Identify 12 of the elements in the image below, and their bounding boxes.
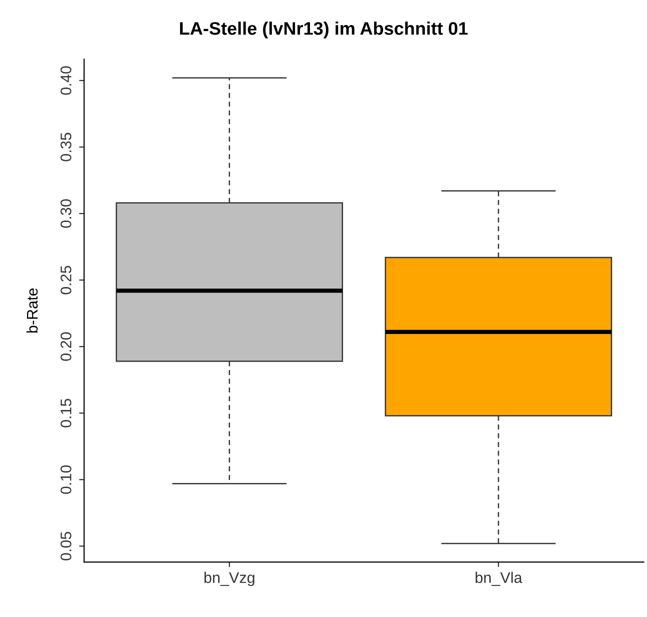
y-tick-label: 0.30 xyxy=(60,199,72,228)
y-tick-label: 0.25 xyxy=(60,266,72,294)
y-axis-title: b-Rate xyxy=(26,288,38,333)
x-tick-label: bn_Vzg xyxy=(204,572,254,586)
chart-title: LA-Stelle (lvNr13) im Abschnitt 01 xyxy=(180,22,468,38)
y-tick-label: 0.05 xyxy=(60,532,72,560)
y-tick-label: 0.40 xyxy=(60,66,72,95)
y-tick-label: 0.35 xyxy=(60,132,72,162)
y-tick-label: 0.10 xyxy=(60,465,72,494)
x-tick-label: bn_Vla xyxy=(476,572,522,586)
y-tick-label: 0.20 xyxy=(60,332,72,361)
y-tick-label: 0.15 xyxy=(60,398,72,428)
